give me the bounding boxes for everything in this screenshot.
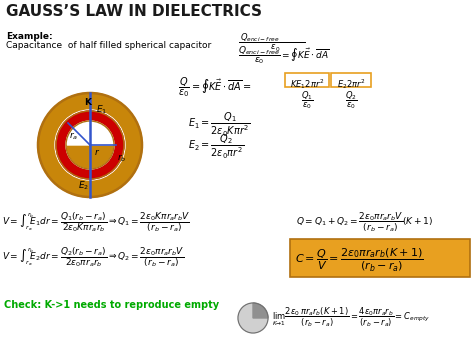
- Text: $E_1 = \dfrac{Q_1}{2\epsilon_0 K\pi r^2}$: $E_1 = \dfrac{Q_1}{2\epsilon_0 K\pi r^2}…: [188, 111, 250, 140]
- Wedge shape: [253, 303, 268, 318]
- Text: $\overline{\quad\quad\quad\quad\epsilon_0\quad\quad\quad}$: $\overline{\quad\quad\quad\quad\epsilon_…: [238, 41, 306, 54]
- Circle shape: [56, 111, 124, 179]
- Text: Check: K->1 needs to reproduce empty: Check: K->1 needs to reproduce empty: [4, 300, 219, 310]
- Circle shape: [66, 121, 114, 169]
- Text: $V = \int_{r_a}^{r_b}\!\!E_2 dr = \dfrac{Q_2(r_b-r_a)}{2\epsilon_0\pi r_a r_b}\R: $V = \int_{r_a}^{r_b}\!\!E_2 dr = \dfrac…: [2, 245, 184, 269]
- Wedge shape: [38, 93, 142, 145]
- Text: Example:: Example:: [6, 32, 53, 41]
- Text: K: K: [84, 98, 91, 107]
- Text: $r_a$: $r_a$: [69, 131, 79, 142]
- Text: GAUSS’S LAW IN DIELECTRICS: GAUSS’S LAW IN DIELECTRICS: [6, 4, 262, 19]
- Wedge shape: [38, 145, 142, 197]
- FancyBboxPatch shape: [285, 73, 329, 87]
- Text: $+$: $+$: [329, 75, 338, 86]
- Text: $r_b$: $r_b$: [117, 153, 127, 164]
- Text: $E_22\pi r^2$: $E_22\pi r^2$: [337, 77, 365, 91]
- Text: $r$: $r$: [94, 147, 100, 157]
- Text: $\dfrac{Q_{enci-free}}{\epsilon_0} = \oint K\vec{E}\cdot\overline{dA}$: $\dfrac{Q_{enci-free}}{\epsilon_0} = \oi…: [238, 44, 329, 66]
- Text: $\dfrac{Q}{\epsilon_0} = \oint K\vec{E}\cdot\overline{dA} = $: $\dfrac{Q}{\epsilon_0} = \oint K\vec{E}\…: [178, 75, 252, 99]
- FancyBboxPatch shape: [331, 73, 371, 87]
- Text: $\dfrac{Q_1}{\epsilon_0}$: $\dfrac{Q_1}{\epsilon_0}$: [301, 89, 313, 111]
- Text: $Q_{enci-free}$: $Q_{enci-free}$: [240, 32, 279, 44]
- Wedge shape: [67, 122, 113, 145]
- Text: $Q = Q_1+Q_2 = \dfrac{2\epsilon_0\pi r_a r_b V}{(r_b-r_a)}(K+1)$: $Q = Q_1+Q_2 = \dfrac{2\epsilon_0\pi r_a…: [296, 210, 433, 234]
- Text: $E_2 = \dfrac{Q_2}{2\epsilon_0 \pi r^2}$: $E_2 = \dfrac{Q_2}{2\epsilon_0 \pi r^2}$: [188, 133, 244, 162]
- Text: $E_1$: $E_1$: [96, 103, 107, 115]
- Text: $\lim_{K\rightarrow 1}\dfrac{2\epsilon_0\pi r_a r_b(K+1)}{(r_b-r_a)}=\dfrac{4\ep: $\lim_{K\rightarrow 1}\dfrac{2\epsilon_0…: [272, 305, 430, 329]
- Circle shape: [238, 303, 268, 333]
- Circle shape: [55, 110, 125, 180]
- Wedge shape: [67, 145, 113, 168]
- Text: $C = \dfrac{Q}{V} = \dfrac{2\epsilon_0\pi r_a r_b(K+1)}{(r_b-r_a)}$: $C = \dfrac{Q}{V} = \dfrac{2\epsilon_0\p…: [295, 247, 423, 274]
- Text: $\dfrac{Q_2}{\epsilon_0}$: $\dfrac{Q_2}{\epsilon_0}$: [345, 89, 357, 111]
- Text: $E_2$: $E_2$: [79, 179, 90, 191]
- Text: $V = \int_{r_a}^{r_b}\!\!E_1 dr = \dfrac{Q_1(r_b-r_a)}{2\epsilon_0 K\pi r_a r_b}: $V = \int_{r_a}^{r_b}\!\!E_1 dr = \dfrac…: [2, 210, 191, 234]
- Text: Capacitance  of half filled spherical capacitor: Capacitance of half filled spherical cap…: [6, 41, 211, 50]
- FancyBboxPatch shape: [290, 239, 470, 277]
- Text: $KE_12\pi r^2$: $KE_12\pi r^2$: [290, 77, 324, 91]
